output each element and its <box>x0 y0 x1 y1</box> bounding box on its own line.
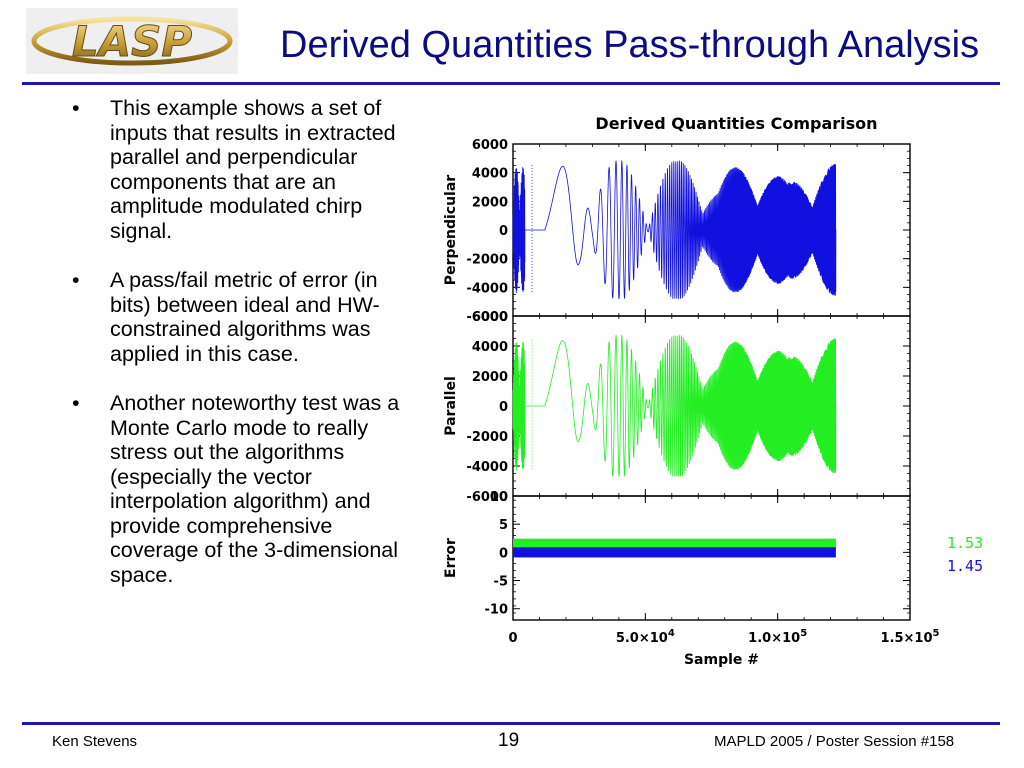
y-tick-label: 10 <box>490 490 508 505</box>
y-axis-label: Parallel <box>443 376 459 436</box>
y-tick-label: -2000 <box>466 253 508 268</box>
bullet-glyph: • <box>72 391 80 415</box>
y-tick-label: 6000 <box>472 138 508 153</box>
bullet-list: • This example shows a set of inputs that… <box>60 96 405 612</box>
bullet-item: • A pass/fail metric of error (in bits) b… <box>60 268 405 366</box>
bullet-text: Another noteworthy test was a Monte Carl… <box>110 391 400 587</box>
bullet-glyph: • <box>72 268 80 292</box>
chart-title: Derived Quantities Comparison <box>595 114 877 133</box>
x-tick-label: 1.0×105 <box>748 628 807 646</box>
bullet-item: • Another noteworthy test was a Monte Car… <box>60 391 405 587</box>
y-tick-label: 2000 <box>472 370 508 385</box>
y-tick-label: -6000 <box>466 310 508 325</box>
y-tick-label: 5 <box>499 518 508 533</box>
svg-text:LASP: LASP <box>72 17 193 66</box>
lasp-logo-graphic: LASP <box>31 16 233 67</box>
y-tick-label: 0 <box>499 546 508 561</box>
legend-value: 1.53 <box>947 534 983 552</box>
bullet-text: A pass/fail metric of error (in bits) be… <box>110 268 380 366</box>
series-line-parallel <box>512 334 837 478</box>
y-tick-label: -4000 <box>466 460 508 475</box>
y-axis-label: Error <box>443 538 459 578</box>
plot-frame <box>512 495 911 621</box>
footer-session: MAPLD 2005 / Poster Session #158 <box>714 733 955 750</box>
x-tick-label: 5.0×104 <box>616 628 675 646</box>
error-band-1_45 <box>513 547 836 558</box>
bullet-text: This example shows a set of inputs that … <box>110 96 396 243</box>
header-divider <box>22 82 1000 85</box>
x-tick-label: 0 <box>508 631 517 646</box>
y-tick-label: 4000 <box>472 167 508 182</box>
legend-value: 1.45 <box>947 557 983 575</box>
y-tick-label: 4000 <box>472 340 508 355</box>
bullet-glyph: • <box>72 96 80 120</box>
error-band-1_53 <box>513 538 836 549</box>
y-tick-label: -10 <box>485 603 509 618</box>
x-axis-label: Sample # <box>684 652 759 668</box>
series-line-perpendicular <box>512 159 837 300</box>
derived-quantities-chart: Derived Quantities Comparison 6000 4000 200… <box>443 114 983 668</box>
y-tick-label: 0 <box>499 400 508 415</box>
page-number: 19 <box>498 730 520 751</box>
y-tick-label: -6000 <box>466 490 508 505</box>
y-tick-label: -2000 <box>466 430 508 445</box>
y-tick-label: -5 <box>494 575 508 590</box>
y-tick-label: 6000 <box>472 310 508 325</box>
x-tick-label: 1.5×105 <box>881 628 940 646</box>
slide-title: Derived Quantities Pass-through Analysis <box>280 24 980 66</box>
y-axis-label: Perpendicular <box>443 175 459 285</box>
y-tick-label: 0 <box>499 224 508 239</box>
footer-author: Ken Stevens <box>52 733 138 750</box>
bullet-item: • This example shows a set of inputs that… <box>60 96 405 243</box>
y-tick-label: 2000 <box>472 195 508 210</box>
y-tick-label: -4000 <box>466 281 508 296</box>
lasp-logo: LASP <box>26 8 238 74</box>
footer-divider <box>22 722 1000 725</box>
